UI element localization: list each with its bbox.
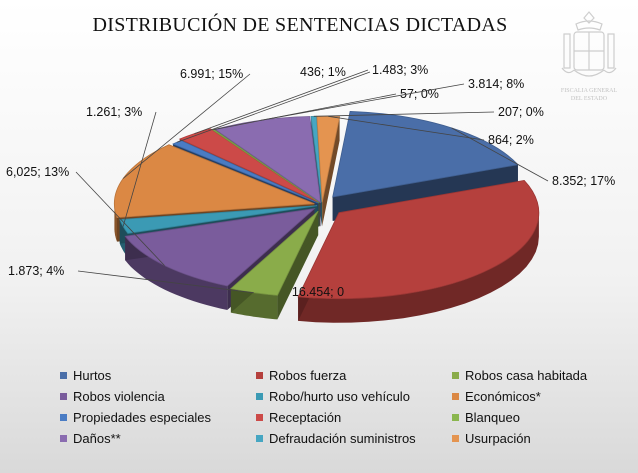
legend-item: Propiedades especiales <box>60 410 256 425</box>
label-leader-line <box>122 73 251 179</box>
legend-label: Blanqueo <box>465 410 520 425</box>
label-leader-line <box>77 270 254 294</box>
legend-item: Daños** <box>60 431 256 446</box>
legend-label: Daños** <box>73 431 121 446</box>
data-label: 207; 0% <box>498 105 544 119</box>
data-label: 1.483; 3% <box>372 63 428 77</box>
label-leader-line <box>213 93 397 131</box>
legend-label: Receptación <box>269 410 342 425</box>
legend-swatch <box>60 435 67 442</box>
data-label: 1.261; 3% <box>86 105 142 119</box>
pie-slice-hurtos <box>332 110 519 198</box>
legend-item: Defraudación suministros <box>256 431 452 446</box>
label-leader-line <box>75 171 165 266</box>
data-label: 1.873; 4% <box>8 264 64 278</box>
pie-slice-robos-fuerza <box>297 179 540 300</box>
legend-swatch <box>452 414 459 421</box>
data-label: 8.352; 17% <box>552 174 615 188</box>
legend-swatch <box>256 414 263 421</box>
data-label: 6,025; 13% <box>6 165 69 179</box>
label-leader-line <box>313 111 495 117</box>
legend-swatch <box>452 393 459 400</box>
legend-swatch <box>256 372 263 379</box>
pie-slice-side <box>298 212 539 323</box>
legend-item: Blanqueo <box>452 410 620 425</box>
data-label: 6.991; 15% <box>180 67 243 81</box>
legend-item: Robo/hurto uso vehículo <box>256 389 452 404</box>
legend-item: Económicos* <box>452 389 620 404</box>
legend-item: Robos fuerza <box>256 368 452 383</box>
pie-slice-robo-hurto-uso-veh-culo <box>119 205 318 234</box>
label-leader-line <box>328 115 485 141</box>
pie-slice-cut-face <box>322 116 340 227</box>
legend-swatch <box>452 435 459 442</box>
legend-swatch <box>256 435 263 442</box>
legend-label: Hurtos <box>73 368 112 383</box>
data-label: 16.454; 0 <box>292 285 344 299</box>
legend-item: Usurpación <box>452 431 620 446</box>
legend-label: Robos violencia <box>73 389 165 404</box>
legend-swatch <box>60 414 67 421</box>
legend-item: Hurtos <box>60 368 256 383</box>
legend-label: Económicos* <box>465 389 541 404</box>
data-label: 3.814; 8% <box>468 77 524 91</box>
pie-slice-side <box>125 236 228 310</box>
legend-swatch <box>60 393 67 400</box>
chart-legend: Hurtos Robos fuerza Robos casa habitada Rob… <box>60 368 620 446</box>
legend-label: Robo/hurto uso vehículo <box>269 389 410 404</box>
legend-swatch <box>60 372 67 379</box>
legend-label: Defraudación suministros <box>269 431 416 446</box>
svg-text:FISCALIA GENERAL: FISCALIA GENERAL <box>561 88 618 94</box>
label-leader-line <box>176 71 371 143</box>
label-leader-line <box>194 69 369 134</box>
label-leader-line <box>260 83 465 121</box>
legend-label: Robos casa habitada <box>465 368 588 383</box>
legend-item: Robos casa habitada <box>452 368 620 383</box>
fiscalia-seal-logo: FISCALIA GENERAL DEL ESTADO <box>561 11 618 102</box>
chart-title: DISTRIBUCIÓN DE SENTENCIAS DICTADAS <box>92 14 508 36</box>
legend-swatch <box>256 393 263 400</box>
legend-item: Receptación <box>256 410 452 425</box>
legend-label: Usurpación <box>465 431 531 446</box>
pie-slice-robos-violencia <box>124 208 316 287</box>
legend-label: Robos fuerza <box>269 368 347 383</box>
legend-label: Propiedades especiales <box>73 410 212 425</box>
legend-item: Robos violencia <box>60 389 256 404</box>
label-leader-line <box>451 127 549 182</box>
svg-text:DEL ESTADO: DEL ESTADO <box>571 96 608 102</box>
legend-swatch <box>452 372 459 379</box>
data-label: 436; 1% <box>300 65 346 79</box>
label-leader-line <box>122 111 157 227</box>
data-label: 864; 2% <box>488 133 534 147</box>
